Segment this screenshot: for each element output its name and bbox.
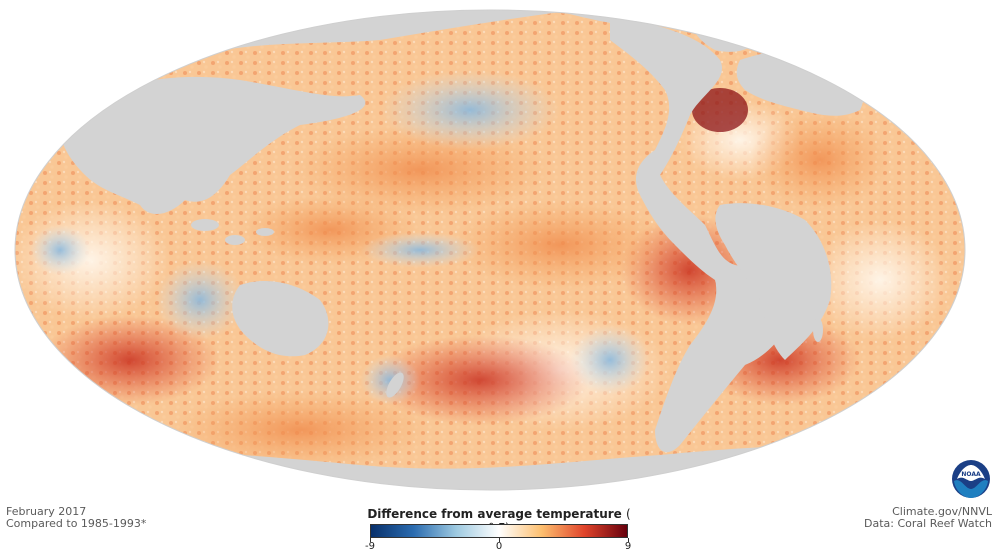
logo-gull (957, 465, 985, 481)
source-credit: Climate.gov/NNVL (892, 505, 992, 518)
legend-tick-mark (370, 538, 371, 542)
caption: February 2017 Compared to 1985-1993* (6, 506, 146, 530)
legend-tick-mark (628, 538, 629, 542)
baseline-label: Compared to 1985-1993* (6, 517, 147, 530)
data-credit: Data: Coral Reef Watch (864, 517, 992, 530)
legend-tick-mark (499, 538, 500, 542)
color-legend: Difference from average temperature ( ° … (365, 507, 632, 553)
noaa-logo: NOAA (952, 460, 990, 498)
globe-outline (14, 9, 966, 491)
credits: Climate.gov/NNVL Data: Coral Reef Watch (864, 506, 992, 530)
date-label: February 2017 (6, 505, 87, 518)
legend-color-bar (370, 524, 628, 538)
ocean-anomaly-field (15, 10, 965, 490)
logo-wave (954, 480, 988, 498)
sst-anomaly-map (14, 9, 966, 491)
legend-title-text: Difference from average temperature (367, 507, 622, 521)
legend-tick-label: -9 (365, 541, 375, 552)
legend-tick-label: 9 (624, 541, 632, 552)
legend-tick-label: 0 (495, 541, 503, 552)
logo-text: NOAA (961, 471, 981, 478)
